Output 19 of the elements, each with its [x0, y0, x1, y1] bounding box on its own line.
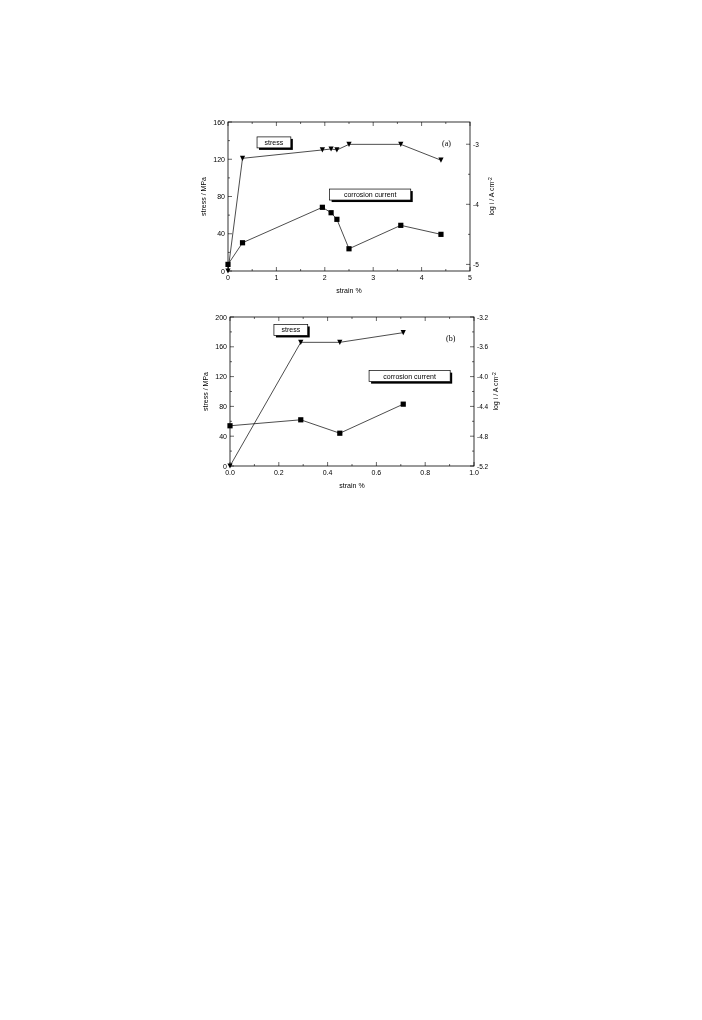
point: [239, 240, 246, 246]
point: [239, 155, 246, 161]
point: [227, 423, 233, 429]
annotation: (b): [446, 334, 456, 343]
point: [400, 401, 406, 407]
point: [319, 147, 325, 153]
point: [298, 417, 304, 423]
point: [334, 147, 340, 153]
point: [328, 146, 334, 152]
point: [346, 246, 352, 252]
point: [398, 222, 404, 228]
point: [400, 330, 406, 336]
point: [337, 430, 343, 436]
point: [319, 204, 325, 210]
point: [225, 261, 231, 267]
point: [438, 231, 444, 237]
point: [328, 210, 334, 216]
point: [334, 216, 340, 222]
annotation: (a): [442, 139, 452, 148]
